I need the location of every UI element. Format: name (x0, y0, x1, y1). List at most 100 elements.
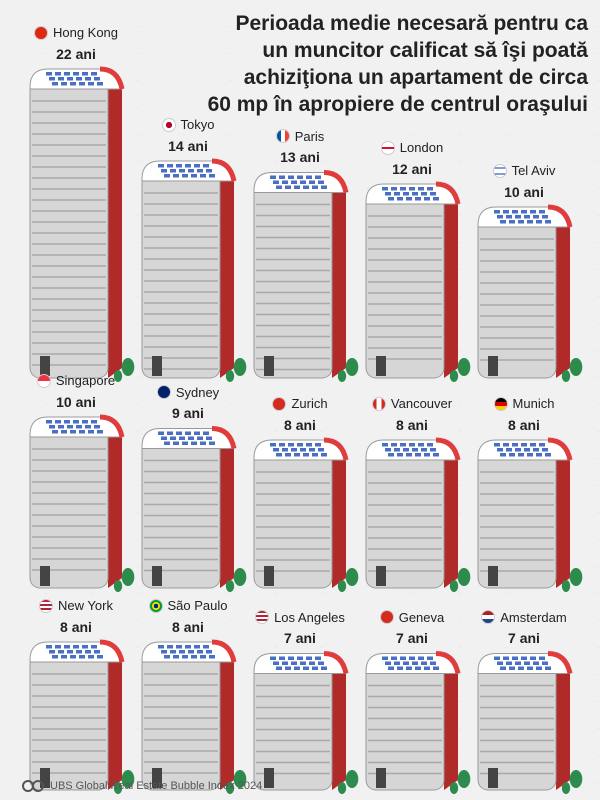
data-label: 8 ani (508, 416, 540, 433)
roof-window (64, 420, 70, 424)
roof-accent (99, 639, 125, 663)
roof-window (97, 430, 103, 434)
roof-window (312, 666, 318, 670)
city-label: Paris 13 ani (240, 129, 360, 165)
city-name-row: Los Angeles (255, 610, 345, 625)
footer-source: UBS Global Real Estate Bubble Index 2024 (50, 780, 263, 792)
roof-window (536, 666, 542, 670)
building-door (264, 356, 274, 376)
roof-window (385, 661, 391, 665)
building-bar (365, 437, 471, 592)
roof-window (279, 656, 285, 660)
building-door (488, 768, 498, 788)
roof-window (294, 453, 300, 457)
roof-window (88, 655, 94, 659)
city-name: Tel Aviv (511, 163, 556, 178)
roof-window (270, 656, 276, 660)
roof-window (409, 443, 415, 447)
roof-window (430, 192, 436, 196)
roof-window (424, 197, 430, 201)
br-flag-icon (148, 598, 163, 613)
building-bar (253, 437, 359, 592)
roof-window (206, 436, 212, 440)
roof-window (79, 430, 85, 434)
building-side (556, 659, 570, 790)
roof-window (285, 185, 291, 189)
roof-window (306, 656, 312, 660)
roof-window (497, 661, 503, 665)
sg-flag-icon (36, 373, 51, 388)
tree (233, 568, 247, 586)
roof-window (521, 210, 527, 214)
roof-window (321, 666, 327, 670)
roof-window (409, 656, 415, 660)
roof-window (158, 431, 164, 435)
city-name: Tokyo (180, 117, 215, 132)
roof-window (209, 174, 215, 178)
building-bar (477, 651, 583, 794)
data-label: 10 ani (504, 183, 544, 200)
roof-window (288, 656, 294, 660)
roof-window (276, 666, 282, 670)
footer: UBS Global Real Estate Bubble Index 2024 (22, 778, 262, 794)
roof-window (49, 425, 55, 429)
roof-window (91, 420, 97, 424)
roof-window (418, 656, 424, 660)
city-label: New York 8 ani (16, 598, 136, 635)
building-door (152, 768, 162, 788)
roof-window (403, 448, 409, 452)
tree (113, 370, 123, 382)
roof-window (527, 220, 533, 224)
data-label: 8 ani (60, 618, 92, 635)
jp-flag-icon (161, 117, 176, 132)
roof-window (294, 185, 300, 189)
tree (337, 580, 347, 592)
roof-window (539, 443, 545, 447)
roof-window (70, 430, 76, 434)
roof-window (533, 215, 539, 219)
roof-window (97, 82, 103, 86)
city-name: Vancouver (390, 396, 453, 411)
roof-accent (435, 181, 461, 205)
city-label: Vancouver 8 ani (352, 396, 472, 433)
roof-window (97, 655, 103, 659)
roof-accent (435, 651, 461, 675)
title-line-1: Perioada medie necesară pentru ca (235, 12, 589, 35)
roof-window (282, 180, 288, 184)
roof-window (94, 425, 100, 429)
data-label: 12 ani (392, 160, 432, 177)
roof-window (270, 443, 276, 447)
roof-window (545, 453, 551, 457)
building-bar (253, 651, 359, 794)
roof-window (279, 175, 285, 179)
roof-window (530, 210, 536, 214)
data-label: 22 ani (56, 45, 96, 62)
roof-window (55, 72, 61, 76)
city-label: Munich 8 ani (464, 396, 584, 433)
roof-window (55, 420, 61, 424)
roof-window (203, 431, 209, 435)
city-name: Sydney (175, 384, 220, 400)
roof-window (185, 164, 191, 168)
roof-window (424, 666, 430, 670)
tree (225, 782, 235, 794)
roof-window (185, 431, 191, 435)
roof-window (85, 77, 91, 81)
building-side (444, 190, 458, 378)
building-bar (141, 639, 247, 794)
roof-window (388, 197, 394, 201)
roof-window (503, 656, 509, 660)
roof-window (203, 164, 209, 168)
roof-window (309, 661, 315, 665)
roof-window (67, 77, 73, 81)
roof-window (185, 645, 191, 649)
city-label: Zurich 8 ani (240, 396, 360, 433)
roof-window (303, 666, 309, 670)
roof-window (52, 430, 58, 434)
gb-flag-icon (380, 140, 395, 155)
roof-window (79, 655, 85, 659)
tree (113, 580, 123, 592)
roof-window (85, 425, 91, 429)
roof-window (433, 453, 439, 457)
